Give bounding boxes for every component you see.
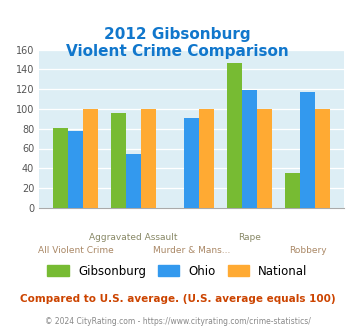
Bar [242, 90, 257, 208]
Bar [300, 92, 315, 208]
Bar [315, 109, 331, 208]
Bar [184, 118, 199, 208]
Legend: Gibsonburg, Ohio, National: Gibsonburg, Ohio, National [43, 260, 312, 282]
Text: Aggravated Assault: Aggravated Assault [89, 233, 178, 242]
Bar [111, 113, 126, 208]
Bar [83, 109, 98, 208]
Bar [141, 109, 156, 208]
Text: Compared to U.S. average. (U.S. average equals 100): Compared to U.S. average. (U.S. average … [20, 294, 335, 304]
Text: Rape: Rape [238, 233, 261, 242]
Text: 2012 Gibsonburg: 2012 Gibsonburg [104, 27, 251, 42]
Bar [53, 128, 68, 208]
Text: Murder & Mans...: Murder & Mans... [153, 246, 230, 255]
Text: © 2024 CityRating.com - https://www.cityrating.com/crime-statistics/: © 2024 CityRating.com - https://www.city… [45, 317, 310, 326]
Text: Violent Crime Comparison: Violent Crime Comparison [66, 44, 289, 59]
Bar [199, 109, 214, 208]
Bar [257, 109, 272, 208]
Bar [68, 131, 83, 208]
Bar [126, 154, 141, 208]
Text: All Violent Crime: All Violent Crime [38, 246, 114, 255]
Text: Robbery: Robbery [289, 246, 327, 255]
Bar [227, 63, 242, 208]
Bar [285, 173, 300, 208]
